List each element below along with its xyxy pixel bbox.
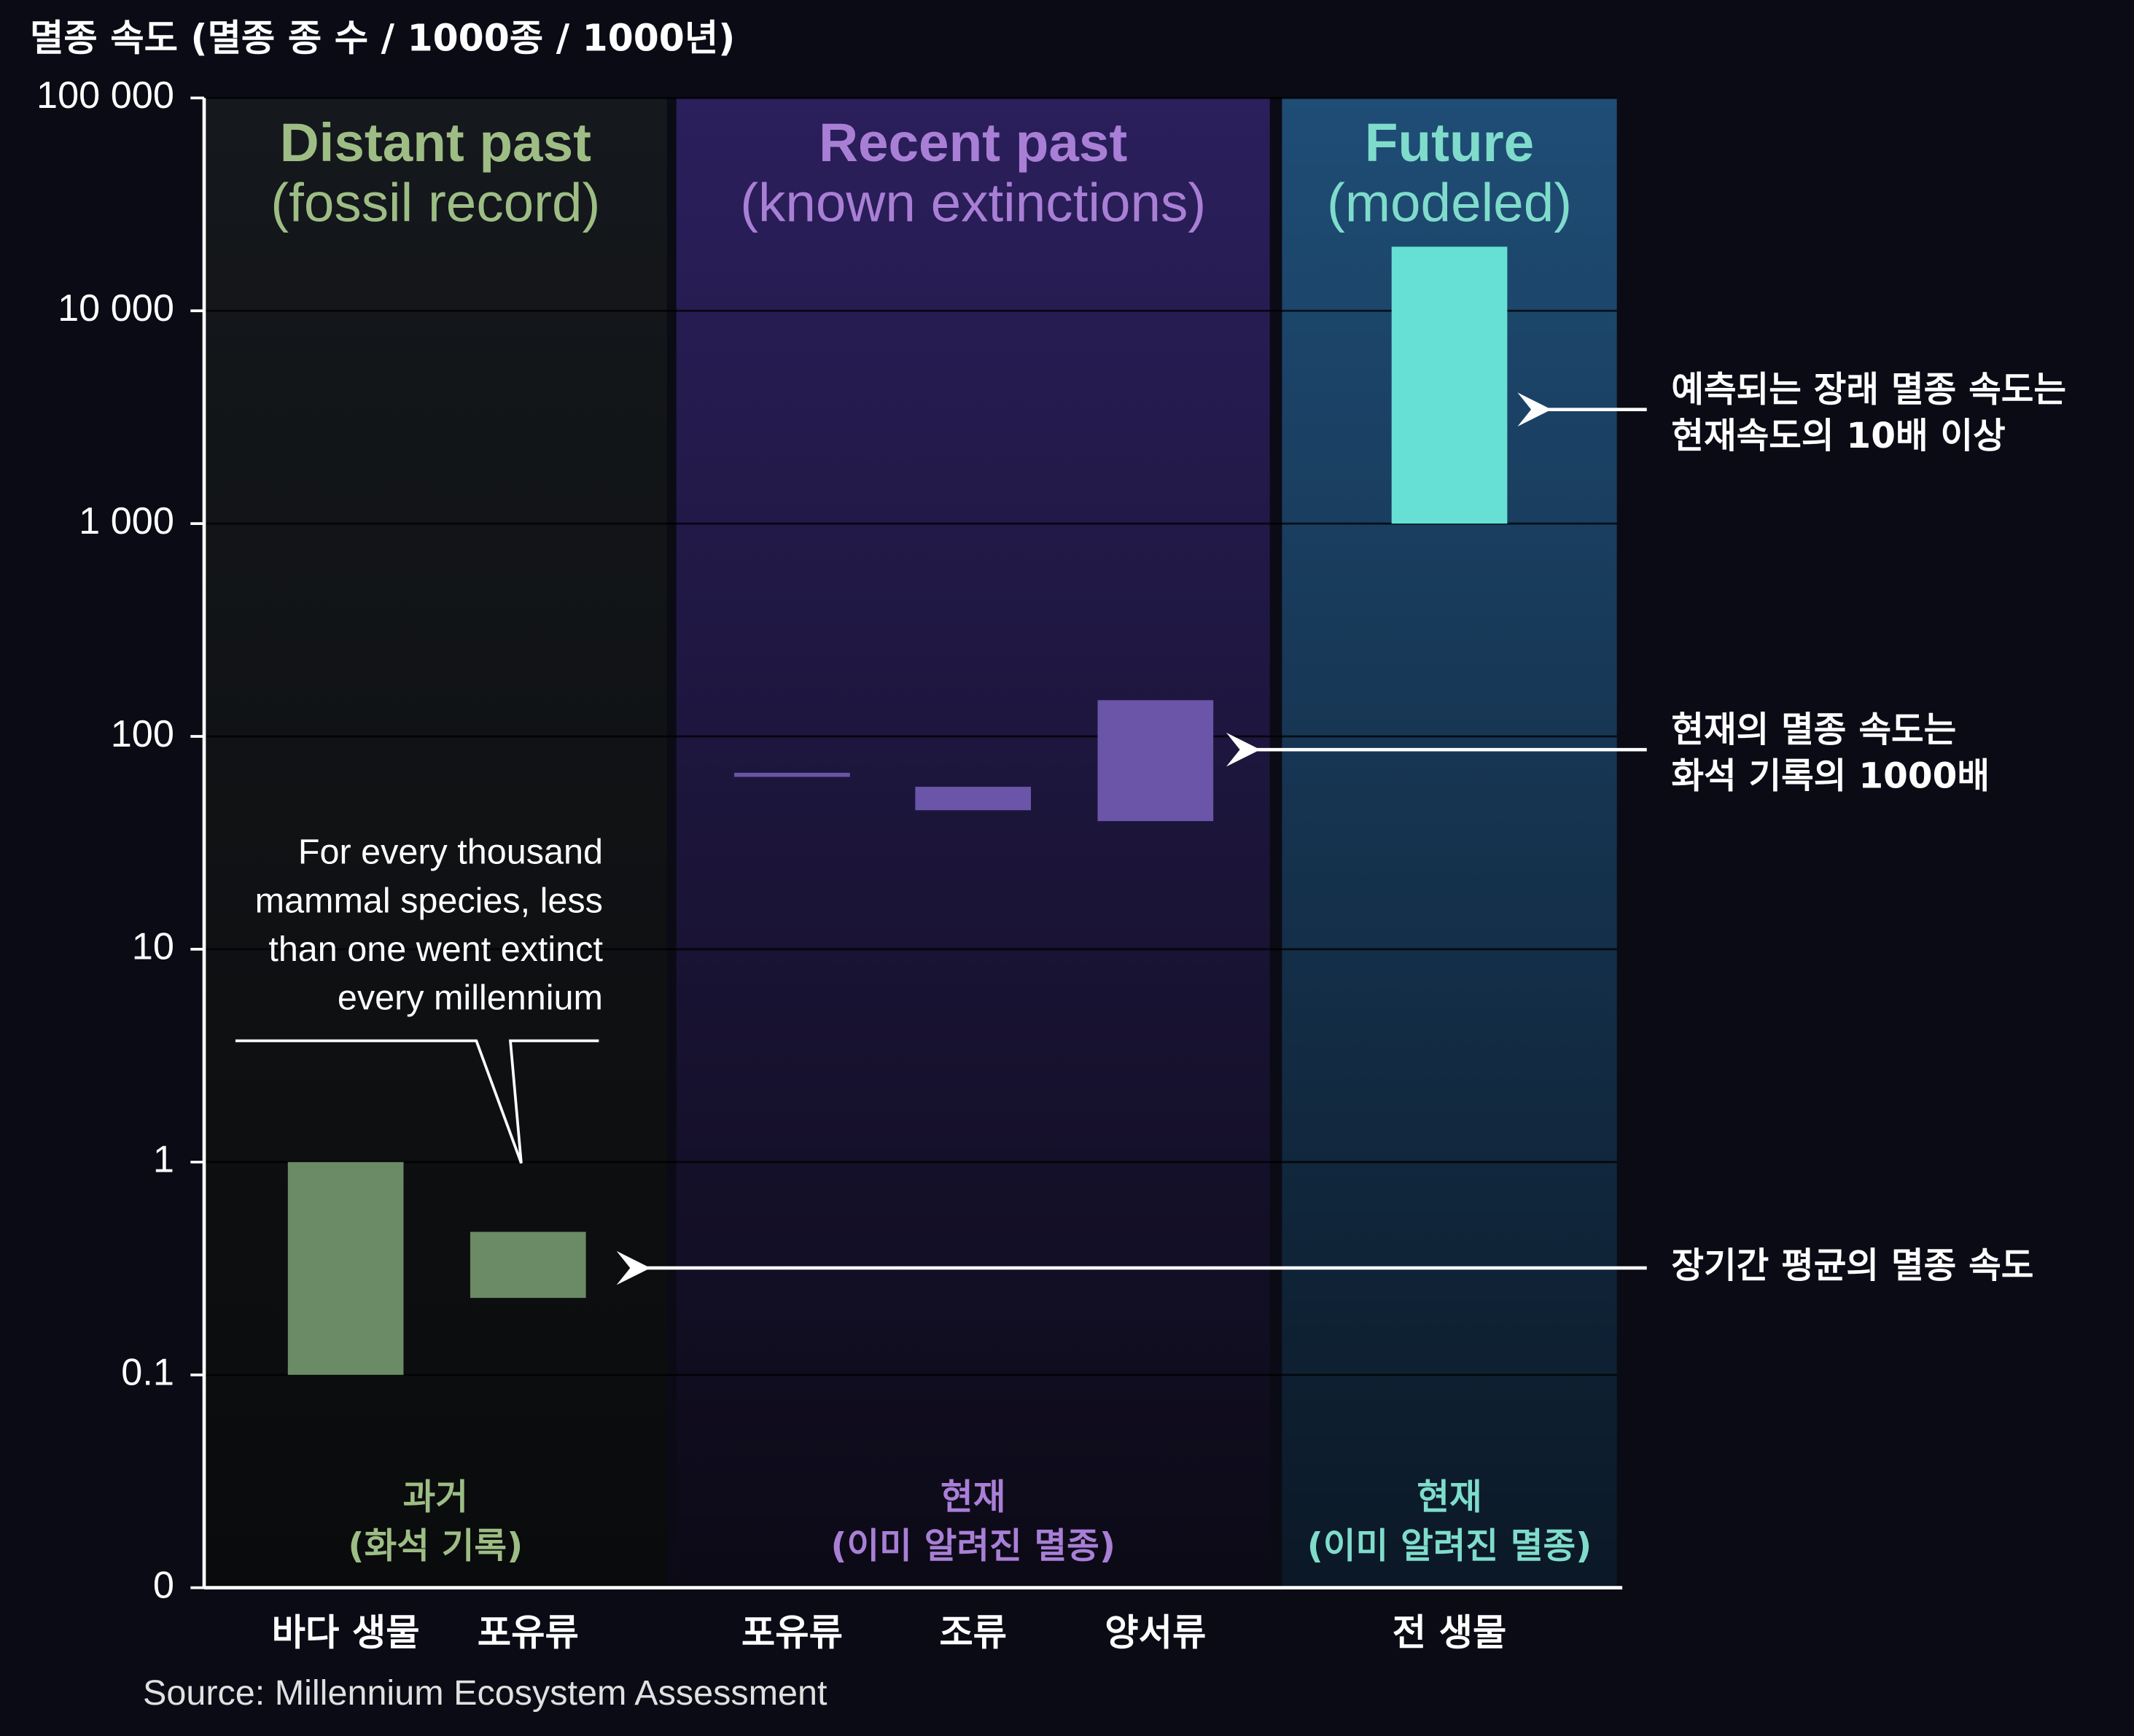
y-axis-title: 멸종 속도 (멸종 종 수 / 1000종 / 1000년) [30, 16, 735, 59]
annotation-text: 화석 기록의 1000배 [1671, 755, 1990, 796]
y-tick-label: 10 000 [58, 287, 174, 330]
x-tick-label: 포유류 [478, 1611, 579, 1654]
group-footer: (화석 기록) [348, 1525, 523, 1566]
callout-text: For every thousand [298, 833, 603, 872]
x-tick-label: 양서류 [1105, 1611, 1206, 1654]
x-tick-label: 바다 생물 [272, 1611, 420, 1654]
bar [915, 787, 1032, 811]
group-subtitle: (fossil record) [270, 171, 600, 233]
x-tick-label: 조류 [939, 1611, 1007, 1654]
annotation-text: 장기간 평균의 멸종 속도 [1671, 1245, 2033, 1286]
y-tick-label: 0 [153, 1564, 174, 1606]
group-footer: 과거 [403, 1476, 468, 1517]
bar [287, 1161, 404, 1375]
group-subtitle: (modeled) [1327, 171, 1572, 233]
y-tick-label: 100 [111, 713, 174, 755]
group-footer: 현재 [1417, 1476, 1481, 1517]
group-footer: (이미 알려진 멸종) [830, 1525, 1115, 1566]
annotation-text: 현재속도의 10배 이상 [1671, 416, 2005, 456]
group-footer: (이미 알려진 멸종) [1307, 1525, 1592, 1566]
annotation-text: 현재의 멸종 속도는 [1671, 709, 1956, 750]
group-title: Distant past [280, 112, 591, 173]
group-footer: 현재 [941, 1476, 1005, 1517]
callout-text: than one went extinct [268, 930, 603, 969]
y-tick-label: 1 000 [79, 500, 174, 542]
y-tick-label: 100 000 [36, 74, 174, 117]
bar [1391, 246, 1508, 524]
callout-text: every millennium [338, 978, 603, 1018]
annotation-text: 예측되는 장래 멸종 속도는 [1671, 369, 2066, 410]
y-tick-label: 1 [153, 1139, 174, 1181]
source: Source: Millennium Ecosystem Assessment [143, 1673, 827, 1713]
bar [734, 772, 850, 777]
panel [204, 98, 667, 1588]
x-tick-label: 포유류 [741, 1611, 843, 1654]
y-tick-label: 10 [132, 926, 174, 968]
bar [1097, 700, 1214, 822]
callout-line [235, 1039, 599, 1164]
callout-text: mammal species, less [255, 881, 603, 920]
x-tick-label: 전 생물 [1393, 1611, 1507, 1654]
panel [676, 98, 1270, 1588]
y-tick-label: 0.1 [121, 1352, 174, 1394]
group-subtitle: (known extinctions) [740, 171, 1206, 233]
group-title: Future [1365, 112, 1534, 173]
group-title: Recent past [819, 112, 1127, 173]
bar [470, 1231, 586, 1299]
